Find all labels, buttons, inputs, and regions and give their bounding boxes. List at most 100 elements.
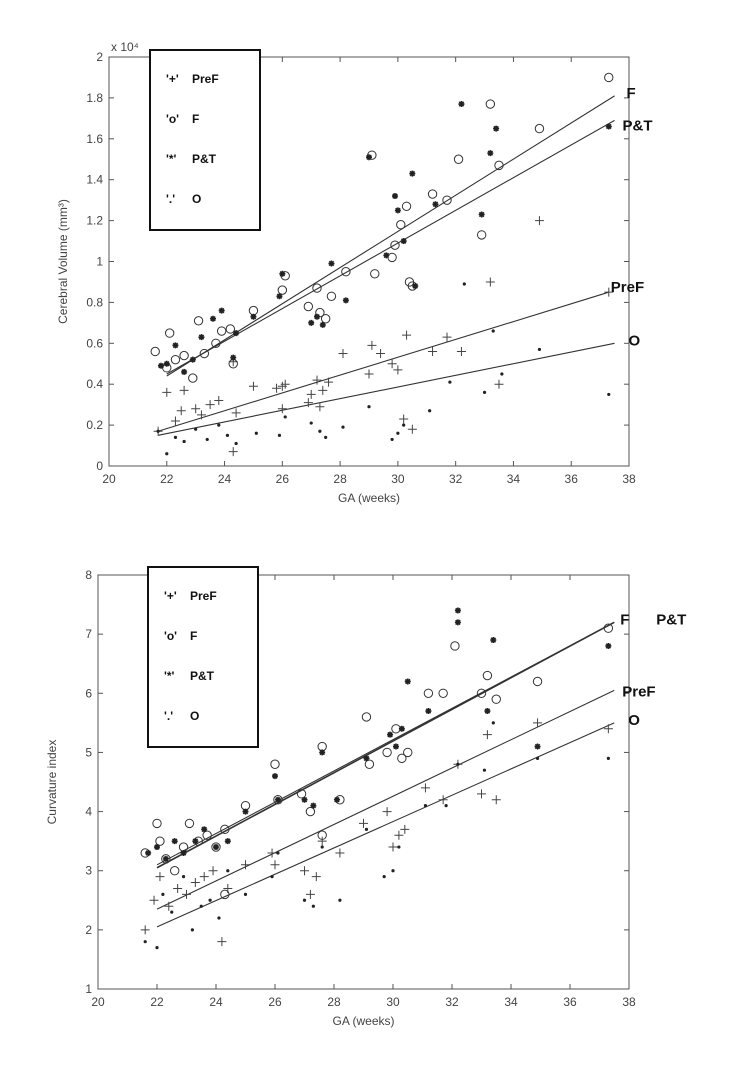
point-p-and-t bbox=[279, 270, 286, 277]
point-o bbox=[283, 415, 287, 419]
point-p-and-t bbox=[213, 844, 219, 851]
point-f bbox=[423, 688, 434, 698]
point-o bbox=[309, 421, 313, 425]
point-p-and-t bbox=[493, 125, 500, 132]
point-p-and-t bbox=[387, 731, 394, 738]
x-tick-label: 38 bbox=[622, 995, 636, 1009]
point-o bbox=[320, 845, 324, 849]
point-p-and-t bbox=[154, 844, 160, 851]
point-f bbox=[305, 806, 316, 817]
y-tick-label: 0.2 bbox=[86, 418, 103, 432]
point-pref bbox=[277, 404, 287, 414]
legend-symbol-o: '.' bbox=[166, 192, 175, 206]
x-tick-label: 24 bbox=[218, 472, 232, 486]
point-pref bbox=[394, 830, 404, 840]
point-p-and-t bbox=[192, 838, 199, 845]
cerebral-volume-chart: 20 22 24 26 28 30 32 34 36 38 0 0.2 0.4 0.6 0.8 1 1.2 1.4… bbox=[56, 40, 653, 505]
point-o bbox=[402, 423, 406, 427]
point-p-and-t bbox=[425, 708, 432, 715]
point-f bbox=[397, 753, 407, 764]
y-tick-label: 3 bbox=[85, 864, 92, 878]
point-o bbox=[173, 435, 178, 439]
y-tick-label: 1.6 bbox=[86, 132, 103, 146]
point-p-and-t bbox=[398, 725, 405, 732]
point-o bbox=[205, 437, 209, 442]
point-pref bbox=[241, 860, 250, 870]
point-p-and-t bbox=[180, 849, 187, 856]
point-o bbox=[155, 946, 159, 950]
point-p-and-t bbox=[404, 678, 411, 685]
point-o bbox=[208, 898, 212, 902]
point-p-and-t bbox=[605, 642, 612, 649]
end-label-o: O bbox=[629, 332, 641, 349]
x-tick-label: 36 bbox=[563, 995, 577, 1009]
point-p-and-t bbox=[333, 796, 340, 803]
point-p-and-t bbox=[487, 150, 494, 157]
point-f bbox=[188, 373, 198, 383]
end-label-o: O bbox=[628, 712, 640, 729]
point-o bbox=[537, 347, 542, 352]
point-p-and-t bbox=[412, 283, 419, 290]
point-f bbox=[170, 354, 181, 365]
legend-symbol-f: 'o' bbox=[166, 112, 179, 126]
point-pref bbox=[485, 277, 495, 287]
point-p-and-t bbox=[392, 193, 398, 200]
point-f bbox=[476, 688, 487, 698]
end-label-f: F bbox=[620, 611, 629, 628]
point-pref bbox=[214, 396, 224, 406]
point-pref bbox=[312, 375, 322, 385]
point-o bbox=[156, 429, 160, 433]
point-o bbox=[390, 437, 394, 442]
point-p-and-t bbox=[201, 826, 208, 833]
point-f bbox=[155, 836, 165, 846]
point-pref bbox=[359, 818, 368, 828]
point-f bbox=[438, 688, 448, 698]
point-pref bbox=[311, 872, 321, 882]
point-f bbox=[485, 99, 496, 109]
y-tick-label: 7 bbox=[85, 627, 92, 641]
point-f bbox=[370, 269, 380, 279]
legend-symbol-f: 'o' bbox=[164, 629, 177, 643]
point-pref bbox=[438, 795, 448, 805]
y-tick-label: 1.8 bbox=[86, 91, 103, 105]
legend-symbol-o: '.' bbox=[164, 709, 173, 723]
point-f bbox=[220, 889, 230, 900]
legend-label-p-and-t: P&T bbox=[192, 152, 217, 166]
point-o bbox=[341, 425, 345, 429]
point-o bbox=[324, 435, 328, 439]
point-f bbox=[494, 160, 504, 171]
point-pref bbox=[303, 398, 313, 408]
point-p-and-t bbox=[308, 319, 315, 326]
point-pref bbox=[428, 346, 438, 356]
point-p-and-t bbox=[432, 201, 439, 208]
point-p-and-t bbox=[342, 297, 349, 304]
legend-box bbox=[147, 566, 259, 748]
point-p-and-t bbox=[458, 101, 465, 108]
point-p-and-t bbox=[172, 342, 179, 349]
point-p-and-t bbox=[605, 123, 612, 130]
point-pref bbox=[205, 400, 215, 410]
point-f bbox=[317, 830, 327, 840]
x-tick-label: 22 bbox=[150, 995, 164, 1009]
point-p-and-t bbox=[319, 321, 326, 328]
point-p-and-t bbox=[454, 607, 461, 614]
point-o bbox=[234, 441, 238, 446]
legend-label-p-and-t: P&T bbox=[190, 669, 215, 683]
point-pref bbox=[482, 730, 492, 740]
point-o bbox=[217, 423, 221, 427]
point-o bbox=[382, 875, 386, 879]
x-tick-label: 34 bbox=[504, 995, 518, 1009]
y-tick-label: 1.4 bbox=[86, 173, 103, 187]
x-tick-label: 36 bbox=[565, 472, 579, 486]
legend-symbol-pref: '+' bbox=[166, 72, 179, 86]
x-tick-label: 28 bbox=[327, 995, 341, 1009]
point-pref bbox=[477, 789, 486, 799]
fit-line-f bbox=[166, 95, 615, 377]
point-pref bbox=[248, 381, 258, 391]
x-tick-label: 22 bbox=[160, 472, 174, 486]
point-p-and-t bbox=[145, 849, 152, 856]
point-p-and-t bbox=[363, 755, 370, 762]
point-p-and-t bbox=[392, 743, 399, 750]
point-pref bbox=[155, 872, 165, 882]
y-tick-label: 1 bbox=[85, 982, 92, 996]
